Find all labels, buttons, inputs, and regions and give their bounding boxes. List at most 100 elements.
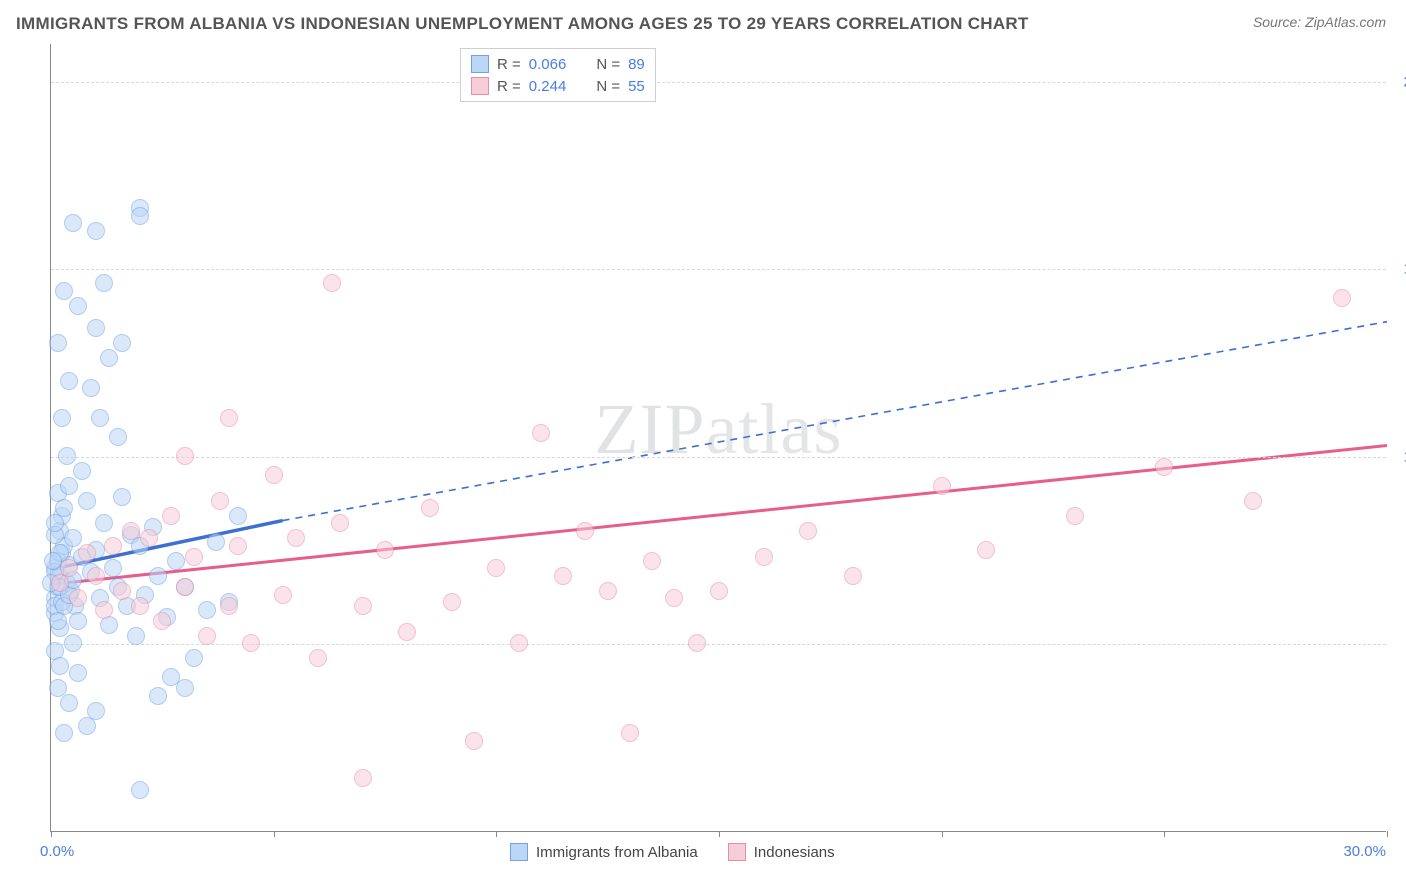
point-series-a — [60, 372, 78, 390]
y-tick-label: 15.0% — [1391, 261, 1406, 278]
point-series-b — [977, 541, 995, 559]
point-series-a — [46, 514, 64, 532]
point-series-b — [140, 529, 158, 547]
legend-stat-row: R = 0.066 N = 89 — [471, 55, 645, 73]
point-series-a — [176, 679, 194, 697]
point-series-b — [287, 529, 305, 547]
point-series-a — [55, 282, 73, 300]
x-max-label: 30.0% — [1343, 843, 1386, 860]
point-series-b — [421, 499, 439, 517]
legend-item-b: Indonesians — [728, 843, 835, 861]
point-series-a — [55, 724, 73, 742]
point-series-a — [109, 428, 127, 446]
point-series-b — [665, 589, 683, 607]
point-series-b — [220, 409, 238, 427]
point-series-a — [60, 694, 78, 712]
point-series-a — [60, 477, 78, 495]
point-series-a — [69, 664, 87, 682]
legend-item-a: Immigrants from Albania — [510, 843, 698, 861]
point-series-a — [207, 533, 225, 551]
point-series-b — [1155, 458, 1173, 476]
point-series-a — [100, 349, 118, 367]
point-series-b — [755, 548, 773, 566]
point-series-b — [1244, 492, 1262, 510]
legend-stat-row: R =0.244N =55 — [471, 77, 645, 95]
trend-lines — [51, 44, 1387, 832]
point-series-b — [229, 537, 247, 555]
x-tick — [719, 831, 720, 837]
point-series-b — [176, 447, 194, 465]
point-series-b — [95, 601, 113, 619]
point-series-a — [198, 601, 216, 619]
point-series-b — [153, 612, 171, 630]
point-series-b — [398, 623, 416, 641]
point-series-b — [510, 634, 528, 652]
point-series-b — [1066, 507, 1084, 525]
point-series-a — [149, 567, 167, 585]
point-series-b — [60, 559, 78, 577]
stat-r-value: 0.244 — [529, 78, 567, 95]
point-series-b — [1333, 289, 1351, 307]
correlation-chart: IMMIGRANTS FROM ALBANIA VS INDONESIAN UN… — [0, 0, 1406, 892]
point-series-a — [49, 334, 67, 352]
point-series-a — [53, 409, 71, 427]
point-series-b — [274, 586, 292, 604]
point-series-a — [149, 687, 167, 705]
point-series-a — [69, 612, 87, 630]
point-series-a — [64, 634, 82, 652]
stat-r-label: R = — [497, 78, 521, 95]
legend-series: Immigrants from Albania Indonesians — [510, 843, 835, 861]
point-series-b — [354, 769, 372, 787]
y-tick-label: 10.0% — [1391, 448, 1406, 465]
stat-r-label: R = — [497, 56, 521, 73]
point-series-a — [113, 488, 131, 506]
legend-swatch-a — [510, 843, 528, 861]
stat-n-value: 55 — [628, 78, 645, 95]
point-series-b — [933, 477, 951, 495]
point-series-b — [198, 627, 216, 645]
point-series-b — [185, 548, 203, 566]
point-series-b — [211, 492, 229, 510]
gridline — [51, 457, 1386, 458]
point-series-b — [532, 424, 550, 442]
point-series-a — [82, 379, 100, 397]
point-series-b — [309, 649, 327, 667]
point-series-b — [621, 724, 639, 742]
chart-title: IMMIGRANTS FROM ALBANIA VS INDONESIAN UN… — [16, 14, 1029, 34]
point-series-a — [113, 334, 131, 352]
point-series-a — [91, 409, 109, 427]
point-series-b — [176, 578, 194, 596]
point-series-a — [78, 492, 96, 510]
point-series-b — [376, 541, 394, 559]
point-series-b — [844, 567, 862, 585]
legend-swatch — [471, 77, 489, 95]
point-series-b — [78, 544, 96, 562]
point-series-b — [799, 522, 817, 540]
point-series-a — [64, 529, 82, 547]
x-tick — [942, 831, 943, 837]
stat-r-value: 0.066 — [529, 56, 567, 73]
point-series-b — [220, 597, 238, 615]
gridline — [51, 82, 1386, 83]
point-series-a — [229, 507, 247, 525]
point-series-a — [95, 514, 113, 532]
legend-stats: R =0.066N =89R =0.244N =55 — [460, 48, 656, 102]
point-series-a — [49, 612, 67, 630]
gridline — [51, 269, 1386, 270]
point-series-a — [185, 649, 203, 667]
point-series-b — [265, 466, 283, 484]
point-series-b — [710, 582, 728, 600]
point-series-a — [51, 657, 69, 675]
point-series-b — [688, 634, 706, 652]
point-series-b — [465, 732, 483, 750]
stat-n-value: 89 — [628, 56, 645, 73]
point-series-b — [87, 567, 105, 585]
legend-label-b: Indonesians — [754, 844, 835, 861]
stat-n-label: N = — [596, 56, 620, 73]
point-series-a — [69, 297, 87, 315]
point-series-a — [95, 274, 113, 292]
point-series-b — [443, 593, 461, 611]
point-series-b — [354, 597, 372, 615]
point-series-a — [64, 214, 82, 232]
point-series-b — [331, 514, 349, 532]
